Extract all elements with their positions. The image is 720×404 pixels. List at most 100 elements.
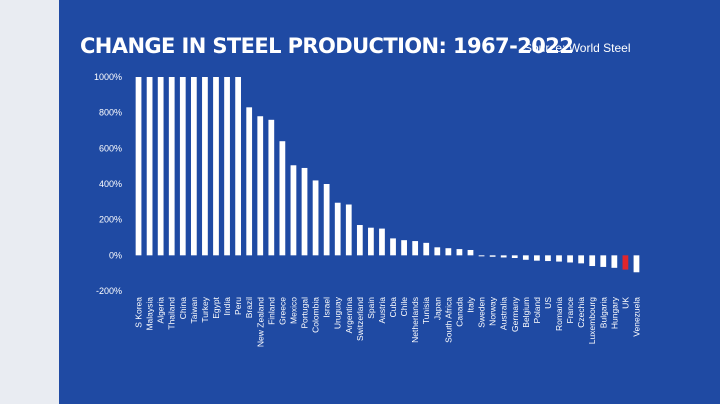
x-tick-label: Czechia xyxy=(576,297,586,328)
x-tick-label: Italy xyxy=(465,296,475,312)
bar-israel xyxy=(323,184,330,256)
y-tick-label: 0% xyxy=(109,250,122,260)
bar-france xyxy=(567,255,573,263)
bar-spain xyxy=(368,227,374,256)
bar-cuba xyxy=(390,238,396,256)
x-tick-label: Australia xyxy=(499,297,509,330)
x-tick-label: Poland xyxy=(532,297,542,324)
bar-greece xyxy=(279,141,286,256)
x-tick-label: Bulgaria xyxy=(598,297,608,328)
x-tick-label: Taiwan xyxy=(189,297,199,324)
x-tick-label: Tunisia xyxy=(421,297,431,324)
bar-algeria xyxy=(157,77,164,256)
y-tick-label: 400% xyxy=(99,179,122,189)
x-tick-label: Turkey xyxy=(200,296,210,322)
bar-china xyxy=(179,77,186,256)
bar-austria xyxy=(379,228,385,256)
x-tick-label: Germany xyxy=(510,296,520,332)
bar-czechia xyxy=(578,255,585,264)
x-tick-label: Cuba xyxy=(388,297,398,318)
x-tick-label: Argentina xyxy=(344,297,354,334)
bar-australia xyxy=(500,255,507,258)
x-tick-label: Uruguay xyxy=(333,296,343,329)
x-tick-label: Egypt xyxy=(211,296,221,318)
bar-tunisia xyxy=(423,242,430,256)
x-tick-label: S Korea xyxy=(134,297,144,328)
x-tick-label: Luxembourg xyxy=(587,297,597,345)
bar-us xyxy=(545,255,551,262)
bar-india xyxy=(224,77,230,256)
bar-finland xyxy=(268,119,275,256)
x-tick-label: Romania xyxy=(554,297,564,331)
bar-mexico xyxy=(290,165,297,256)
bar-colombia xyxy=(312,180,319,256)
bar-egypt xyxy=(213,77,219,256)
bar-uk xyxy=(622,255,629,270)
bars xyxy=(135,77,640,273)
y-tick-label: 200% xyxy=(99,215,122,225)
x-tick-label: France xyxy=(565,297,575,324)
x-tick-label: Venezuela xyxy=(631,297,641,337)
bar-poland xyxy=(534,255,540,261)
x-axis-labels: S Korea Malaysia Algeria Thailand China Taiwa… xyxy=(134,296,642,347)
bar-brazil xyxy=(246,107,253,256)
x-tick-label: Spain xyxy=(366,297,376,319)
y-axis: -200% 0% 200% 400% 600% 800% 1000% xyxy=(94,72,122,296)
bar-germany xyxy=(511,255,518,259)
x-tick-label: Finland xyxy=(266,297,276,325)
y-tick-label: 800% xyxy=(99,108,122,118)
x-tick-label: China xyxy=(178,297,188,319)
bar-s-korea xyxy=(135,77,142,256)
bar-venezuela xyxy=(633,255,640,273)
x-tick-label: South Africa xyxy=(443,297,453,343)
bar-chile xyxy=(401,240,407,256)
bar-belgium xyxy=(522,255,529,260)
x-tick-label: New Zealand xyxy=(255,297,265,347)
bar-peru xyxy=(235,77,241,256)
y-tick-label: 600% xyxy=(99,143,122,153)
bar-turkey xyxy=(202,77,208,256)
bar-hungary xyxy=(611,255,618,268)
bar-japan xyxy=(434,247,441,256)
bar-portugal xyxy=(301,167,308,256)
bar-new-zealand xyxy=(257,116,264,256)
bar-taiwan xyxy=(190,77,197,256)
x-tick-label: Japan xyxy=(432,297,442,320)
y-tick-label: 1000% xyxy=(94,72,122,82)
x-tick-label: Belgium xyxy=(521,297,531,328)
x-tick-label: Canada xyxy=(454,297,464,327)
bar-thailand xyxy=(168,77,175,256)
bar-canada xyxy=(456,249,463,256)
x-tick-label: Netherlands xyxy=(410,297,420,343)
bar-south-africa xyxy=(445,248,452,256)
x-tick-label: Mexico xyxy=(288,297,298,324)
bar-bulgaria xyxy=(600,255,607,267)
x-tick-label: Peru xyxy=(233,297,243,315)
x-tick-label: Austria xyxy=(377,297,387,324)
source-note: Source: World Steel xyxy=(524,41,631,55)
x-tick-label: Norway xyxy=(488,296,498,326)
x-tick-label: Portugal xyxy=(300,297,310,329)
x-tick-label: Malaysia xyxy=(145,297,155,331)
bar-norway xyxy=(489,255,496,257)
x-tick-label: Sweden xyxy=(477,297,487,328)
x-tick-label: Chile xyxy=(399,297,409,317)
bar-netherlands xyxy=(412,241,419,256)
x-tick-label: Switzerland xyxy=(355,297,365,341)
x-tick-label: Thailand xyxy=(167,297,177,330)
x-tick-label: UK xyxy=(620,297,630,309)
chart-title: CHANGE IN STEEL PRODUCTION: 1967-2022 xyxy=(80,34,574,58)
bar-luxembourg xyxy=(589,255,596,267)
bar-romania xyxy=(556,255,562,262)
x-tick-label: India xyxy=(222,297,232,316)
y-tick-label: -200% xyxy=(96,286,122,296)
bar-malaysia xyxy=(146,77,153,256)
bar-italy xyxy=(467,249,474,256)
bar-uruguay xyxy=(334,202,341,256)
x-tick-label: Colombia xyxy=(311,297,321,333)
x-tick-label: Algeria xyxy=(156,297,166,324)
bar-sweden xyxy=(478,255,485,257)
x-tick-label: Israel xyxy=(322,297,332,318)
bar-switzerland xyxy=(356,225,363,256)
